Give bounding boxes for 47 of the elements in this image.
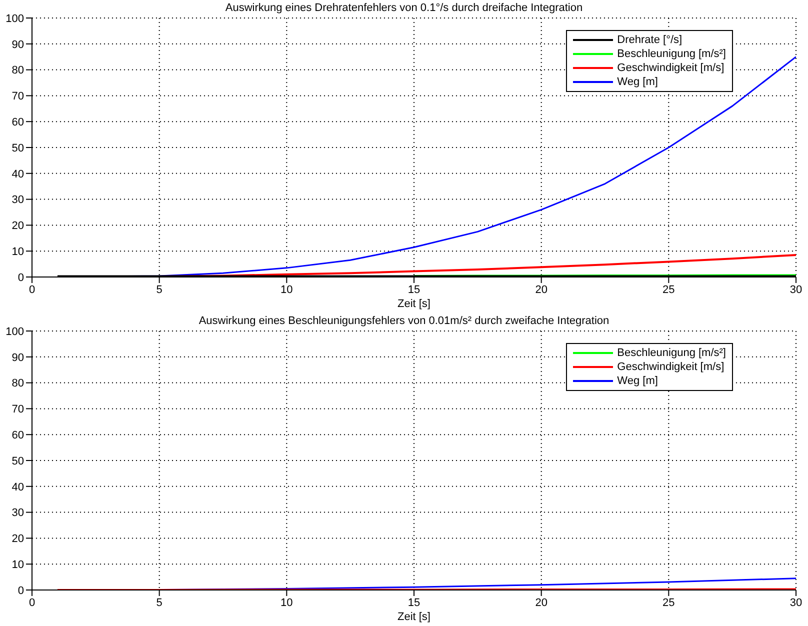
legend-label: Geschwindigkeit [m/s] <box>617 360 724 374</box>
legend-label: Beschleunigung [m/s²] <box>617 47 726 61</box>
x-tick-label: 10 <box>280 284 293 296</box>
x-tick-label: 15 <box>408 284 420 296</box>
chart-title: Auswirkung eines Beschleunigungsfehlers von 0.01m/s² durch zweifache Integration <box>198 315 610 327</box>
y-tick-label: 70 <box>12 404 24 416</box>
y-tick-label: 80 <box>12 378 24 390</box>
chart-title: Auswirkung eines Drehratenfehlers von 0.1°/s durch dreifache Integration <box>224 2 584 14</box>
x-tick-label: 0 <box>28 596 36 609</box>
y-tick-label: 90 <box>12 38 24 51</box>
y-tick-label: 50 <box>12 142 24 154</box>
legend-label: Weg [m] <box>617 75 658 89</box>
legend-label: Beschleunigung [m/s²] <box>617 346 726 360</box>
x-tick-label: 30 <box>790 596 802 609</box>
y-tick-label: 60 <box>12 430 24 442</box>
y-tick-label: 50 <box>12 455 24 468</box>
x-tick-label: 5 <box>156 596 162 609</box>
x-tick-label: 25 <box>662 596 675 609</box>
legend-label: Geschwindigkeit [m/s] <box>617 61 724 75</box>
y-tick-label: 20 <box>12 220 24 232</box>
x-tick-label: 0 <box>28 284 36 296</box>
y-tick-label: 30 <box>12 194 24 206</box>
y-tick-label: 40 <box>12 481 24 494</box>
x-tick-label: 25 <box>662 284 675 296</box>
x-axis-title: Zeit [s] <box>397 298 431 310</box>
x-axis-title: Zeit [s] <box>397 611 431 623</box>
x-tick-label: 10 <box>280 596 293 609</box>
y-tick-label: 80 <box>12 64 24 77</box>
y-tick-label: 100 <box>6 326 24 338</box>
y-tick-label: 30 <box>12 507 24 520</box>
x-tick-label: 20 <box>535 284 548 296</box>
y-tick-label: 60 <box>12 116 24 129</box>
y-tick-label: 10 <box>12 559 24 572</box>
y-tick-label: 100 <box>6 12 24 25</box>
legend-label: Drehrate [°/s] <box>617 33 682 47</box>
y-tick-label: 40 <box>12 168 24 180</box>
y-tick-label: 0 <box>18 584 24 597</box>
x-tick-label: 5 <box>156 284 162 296</box>
y-tick-label: 20 <box>12 533 24 546</box>
x-tick-label: 15 <box>408 596 420 609</box>
y-tick-label: 10 <box>12 246 24 258</box>
y-tick-label: 70 <box>12 90 24 103</box>
x-tick-label: 30 <box>790 284 802 296</box>
y-tick-label: 90 <box>12 352 24 364</box>
y-tick-label: 0 <box>18 272 24 284</box>
legend-label: Weg [m] <box>617 374 658 388</box>
x-tick-label: 20 <box>535 596 548 609</box>
